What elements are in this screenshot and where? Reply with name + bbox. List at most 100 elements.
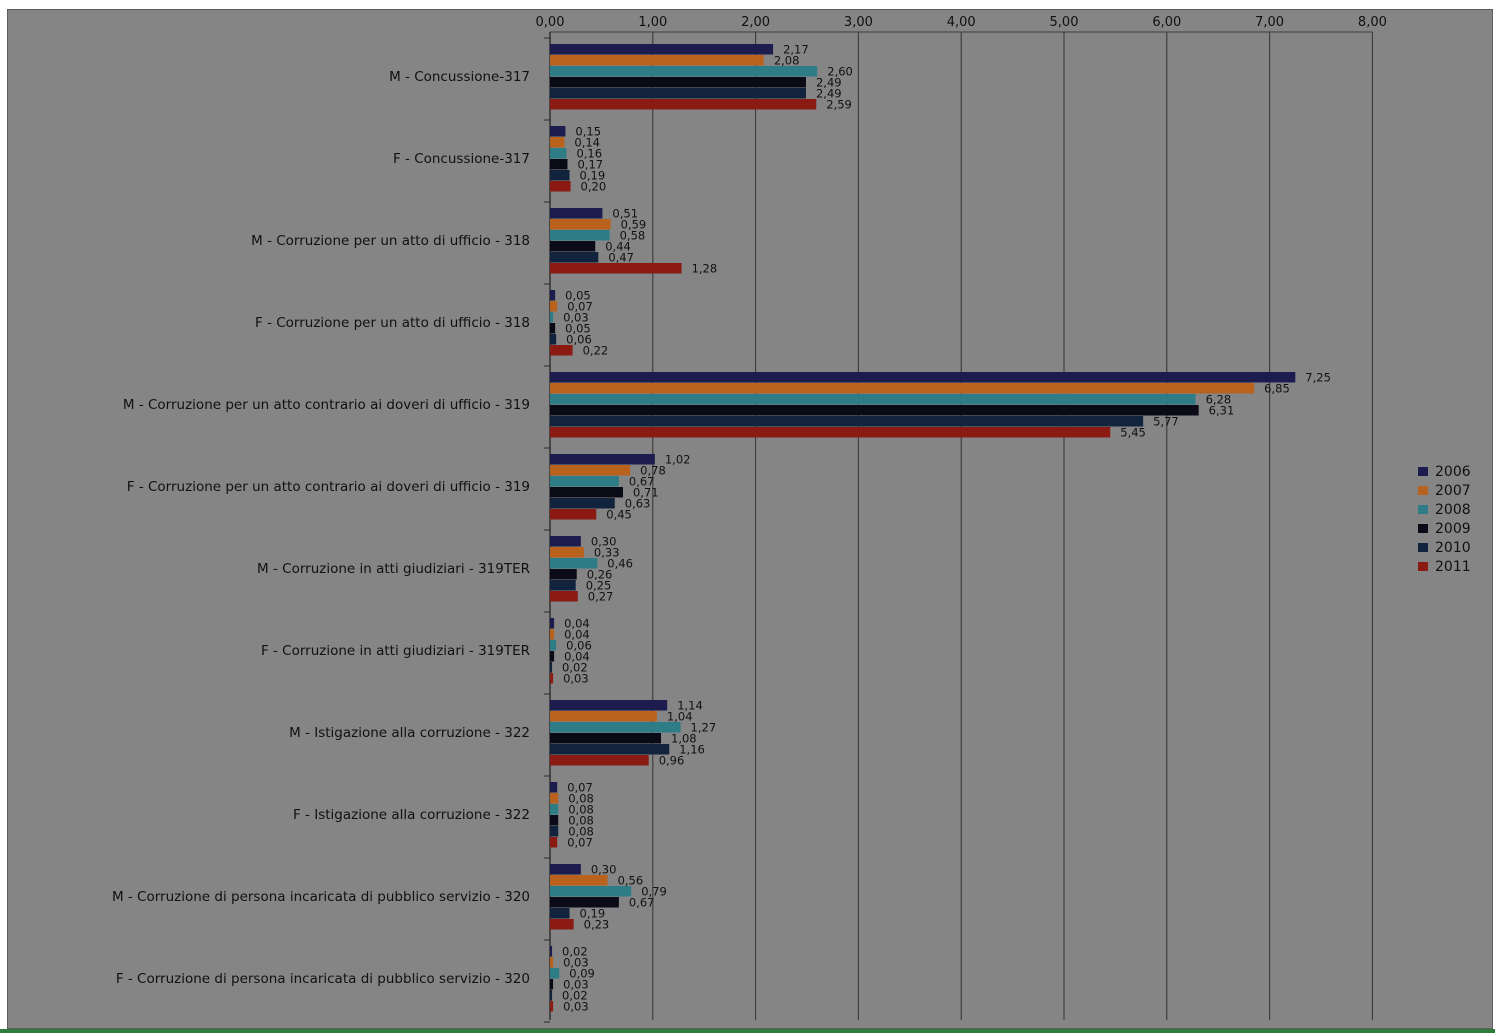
bar	[550, 301, 558, 312]
bar	[550, 44, 774, 55]
bar	[550, 580, 576, 591]
legend: 2006 2007 2008 2009 2010 2011	[1418, 464, 1471, 575]
bar	[550, 88, 806, 99]
bar-value-label: 0,26	[587, 568, 613, 582]
bar	[550, 744, 670, 755]
bar-value-label: 1,28	[692, 262, 718, 276]
bar	[550, 908, 570, 919]
bar-value-label: 0,27	[588, 590, 614, 604]
bar-value-label: 0,45	[606, 508, 632, 522]
legend-label: 2008	[1435, 502, 1471, 518]
bars: 2,172,082,602,492,492,590,150,140,160,17…	[550, 43, 1331, 1014]
bar-value-label: 0,07	[567, 836, 593, 850]
bar	[550, 640, 557, 651]
x-tick-label: 1,00	[638, 15, 667, 30]
bar-value-label: 1,27	[691, 721, 717, 735]
bar-value-label: 0,07	[567, 781, 593, 795]
category-label: M - Istigazione alla corruzione - 322	[289, 725, 530, 741]
bar-value-label: 1,16	[679, 743, 705, 757]
bar-value-label: 0,67	[629, 896, 655, 910]
bar	[550, 1001, 554, 1012]
category-labels: M - Concussione-317 F - Concussione-317 M …	[112, 69, 530, 987]
bar	[550, 345, 573, 356]
bar-value-label: 1,04	[667, 710, 693, 724]
bar	[550, 793, 559, 804]
x-tick-label: 6,00	[1152, 15, 1181, 30]
bar-value-label: 0,04	[564, 650, 590, 664]
bar-value-label: 2,60	[827, 65, 853, 79]
category-label: F - Corruzione per un atto contrario ai …	[127, 479, 530, 495]
bar-value-label: 0,08	[568, 792, 594, 806]
bar-value-label: 5,77	[1153, 415, 1179, 429]
x-tick-label: 2,00	[741, 15, 770, 30]
bar	[550, 864, 581, 875]
bar	[550, 979, 554, 990]
bar	[550, 782, 558, 793]
legend-swatch	[1418, 467, 1428, 476]
bar-value-label: 0,04	[564, 617, 590, 631]
bar-value-label: 2,08	[774, 54, 800, 68]
bar-value-label: 0,22	[583, 344, 609, 358]
legend-label: 2011	[1435, 559, 1471, 575]
bar	[550, 323, 556, 334]
bar-value-label: 0,47	[608, 251, 634, 265]
bar	[550, 148, 567, 159]
bar-value-label: 0,05	[565, 322, 591, 336]
bar	[550, 897, 619, 908]
bar	[550, 618, 555, 629]
legend-swatch	[1418, 543, 1428, 552]
chart-frame	[7, 9, 1493, 1029]
bar	[550, 536, 581, 547]
bar	[550, 383, 1255, 394]
x-tick-label: 8,00	[1358, 15, 1387, 30]
bar	[550, 334, 557, 345]
bar	[550, 509, 597, 520]
bar	[550, 826, 559, 837]
legend-swatch	[1418, 524, 1428, 533]
bar	[550, 230, 610, 241]
bar-value-label: 0,09	[569, 967, 595, 981]
bar-value-label: 6,28	[1206, 393, 1232, 407]
bar	[550, 558, 598, 569]
legend-label: 2007	[1435, 483, 1471, 499]
bar-value-label: 0,02	[562, 661, 588, 675]
bar	[550, 159, 568, 170]
bar	[550, 946, 553, 957]
bar	[550, 99, 817, 110]
category-label: F - Concussione-317	[393, 151, 530, 167]
bar-value-label: 0,17	[577, 158, 603, 172]
x-tick-label: 3,00	[844, 15, 873, 30]
legend-swatch	[1418, 486, 1428, 495]
bar	[550, 427, 1111, 438]
category-label: F - Corruzione in atti giudiziari - 319T…	[261, 643, 530, 659]
category-label: M - Corruzione in atti giudiziari - 319T…	[257, 561, 530, 577]
bar-value-label: 1,02	[665, 453, 691, 467]
bar	[550, 591, 578, 602]
bar	[550, 498, 615, 509]
bar	[550, 77, 806, 88]
bar-value-label: 0,51	[612, 207, 638, 221]
x-axis-tick-labels: 0,00 1,00 2,00 3,00 4,00 5,00 6,00 7,00 8,00	[536, 15, 1387, 30]
bar	[550, 722, 681, 733]
bar	[550, 476, 619, 487]
legend-swatch	[1418, 562, 1428, 571]
bar	[550, 815, 559, 826]
bar	[550, 170, 570, 181]
bar	[550, 919, 574, 930]
bar-value-label: 0,14	[574, 136, 600, 150]
bar-value-label: 0,78	[640, 464, 666, 478]
legend-swatch	[1418, 505, 1428, 514]
category-label: M - Corruzione per un atto di ufficio - …	[251, 233, 530, 249]
legend-label: 2006	[1435, 464, 1471, 480]
bar-value-label: 6,31	[1209, 404, 1235, 418]
bar-value-label: 0,44	[605, 240, 631, 254]
bar-value-label: 0,30	[591, 535, 617, 549]
bar-value-label: 0,59	[621, 218, 647, 232]
bar-value-label: 1,14	[677, 699, 703, 713]
bar	[550, 629, 555, 640]
category-label: F - Corruzione di persona incaricata di …	[116, 971, 530, 987]
bar	[550, 662, 553, 673]
bar	[550, 990, 553, 1001]
x-tick-label: 5,00	[1050, 15, 1079, 30]
